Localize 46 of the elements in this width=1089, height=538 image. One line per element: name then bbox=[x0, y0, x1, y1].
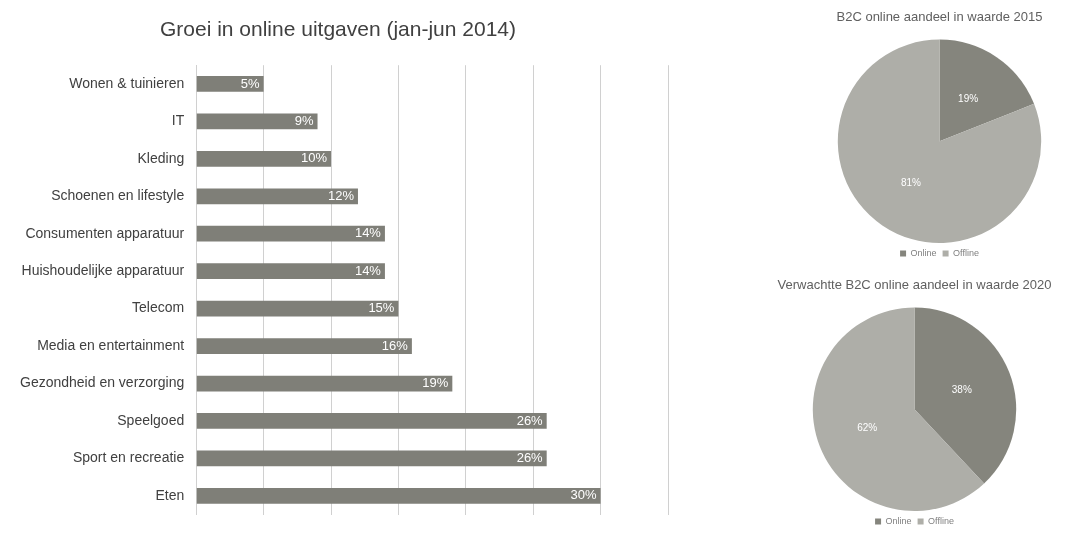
legend-label: Offline bbox=[928, 515, 954, 526]
y-tick-label: Media en entertainment bbox=[37, 336, 185, 353]
data-label: 9% bbox=[294, 112, 314, 128]
bar bbox=[196, 300, 399, 317]
bar bbox=[196, 413, 547, 429]
data-label: 26% bbox=[516, 450, 544, 465]
bar bbox=[196, 338, 412, 354]
data-label: 10% bbox=[300, 150, 328, 166]
y-tick-label: Speelgoed bbox=[117, 411, 185, 428]
data-label: 19% bbox=[958, 92, 979, 104]
chart-title: Verwachtte B2C online aandeel in waarde 2020 bbox=[777, 277, 1052, 293]
data-label: 12% bbox=[327, 187, 355, 203]
data-label: 81% bbox=[900, 177, 922, 189]
chart-title: B2C online aandeel in waarde 2015 bbox=[836, 9, 1043, 25]
y-tick-label: Kleding bbox=[137, 149, 185, 166]
y-tick-label: Sport en recreatie bbox=[72, 449, 185, 466]
data-label: 38% bbox=[951, 384, 972, 396]
bar bbox=[196, 150, 332, 167]
data-label: 15% bbox=[368, 300, 395, 316]
bar bbox=[196, 263, 385, 280]
bar bbox=[196, 375, 453, 392]
data-label: 26% bbox=[516, 412, 544, 428]
y-tick-label: Gezondheid en verzorging bbox=[19, 374, 185, 391]
bar bbox=[196, 488, 601, 504]
data-label: 14% bbox=[354, 225, 382, 241]
data-label: 30% bbox=[570, 487, 598, 503]
y-tick-label: Eten bbox=[155, 486, 185, 503]
bar bbox=[196, 450, 547, 467]
y-tick-label: Consumenten apparatuur bbox=[25, 224, 185, 241]
y-tick-label: Wonen & tuinieren bbox=[69, 74, 185, 91]
data-label: 19% bbox=[422, 375, 449, 391]
y-tick-label: Schoenen en lifestyle bbox=[51, 187, 185, 204]
data-label: 16% bbox=[381, 337, 409, 353]
data-label: 5% bbox=[240, 75, 261, 91]
data-label: 62% bbox=[857, 421, 878, 433]
legend-label: Offline bbox=[953, 247, 979, 258]
legend-label: Online bbox=[910, 247, 937, 258]
legend-label: Online bbox=[885, 515, 912, 526]
bar bbox=[196, 225, 385, 242]
y-tick-label: Huishoudelijke apparatuur bbox=[21, 262, 185, 279]
y-tick-label: IT bbox=[171, 112, 185, 129]
bar bbox=[196, 188, 358, 205]
y-tick-label: Telecom bbox=[132, 299, 185, 316]
data-label: 14% bbox=[354, 262, 382, 278]
chart-title: Groei in online uitgaven (jan-jun 2014) bbox=[159, 17, 517, 41]
bar bbox=[196, 76, 264, 92]
